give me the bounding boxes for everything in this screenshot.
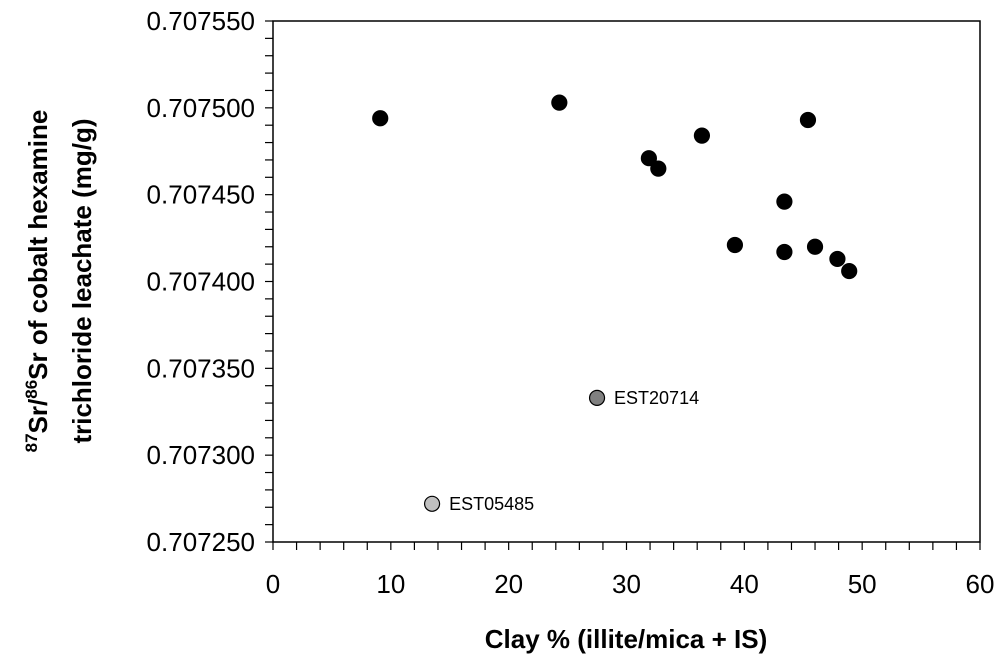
y-tick-label: 0.707550 bbox=[147, 6, 255, 36]
data-points bbox=[372, 94, 858, 512]
x-tick-labels: 0 10 20 30 40 50 60 bbox=[266, 569, 995, 599]
y-axis-title-line2: trichloride leachate (mg/g) bbox=[67, 118, 97, 443]
y-axis-title: 87Sr/86Sr of cobalt hexamine bbox=[22, 110, 53, 453]
x-tick-label: 40 bbox=[730, 569, 759, 599]
plot-area bbox=[272, 20, 981, 543]
data-point bbox=[588, 389, 606, 406]
y-tick-label: 0.707450 bbox=[147, 180, 255, 210]
data-point bbox=[841, 262, 858, 280]
svg-text:trichloride leachate (mg/g): trichloride leachate (mg/g) bbox=[67, 118, 97, 443]
data-point bbox=[776, 193, 793, 210]
y-tick-label: 0.707250 bbox=[147, 527, 255, 557]
data-point bbox=[693, 127, 711, 144]
y-tick-label: 0.707400 bbox=[147, 267, 255, 297]
y-axis-title-sup-86: 86 bbox=[22, 380, 41, 399]
data-point bbox=[372, 110, 389, 127]
y-tick-label: 0.707300 bbox=[147, 440, 255, 470]
svg-text:87Sr/86Sr of cobalt hexamine: 87Sr/86Sr of cobalt hexamine bbox=[22, 110, 53, 453]
data-point bbox=[799, 111, 817, 129]
x-tick-label: 30 bbox=[612, 569, 641, 599]
data-point bbox=[551, 94, 568, 111]
data-point bbox=[423, 495, 441, 512]
y-tick-label: 0.707500 bbox=[147, 93, 255, 123]
data-point-label: EST05485 bbox=[449, 494, 534, 514]
x-tick-label: 60 bbox=[966, 569, 995, 599]
x-axis-title: Clay % (illite/mica + IS) bbox=[485, 624, 768, 654]
y-minor-ticks bbox=[265, 20, 273, 543]
data-point bbox=[640, 150, 657, 167]
x-tick-label: 0 bbox=[266, 569, 280, 599]
y-tick-label: 0.707350 bbox=[147, 353, 255, 383]
data-point bbox=[650, 160, 667, 177]
x-tick-label: 20 bbox=[494, 569, 523, 599]
x-tick-label: 50 bbox=[848, 569, 877, 599]
data-point bbox=[776, 243, 793, 261]
data-point bbox=[806, 238, 824, 255]
data-point bbox=[829, 250, 846, 268]
x-minor-ticks bbox=[272, 542, 981, 550]
y-axis-title-rest: Sr of cobalt hexamine bbox=[23, 110, 53, 380]
data-point-labels: EST20714 EST05485 bbox=[449, 388, 699, 514]
x-tick-label: 10 bbox=[376, 569, 405, 599]
data-point-label: EST20714 bbox=[614, 388, 699, 408]
y-axis-title-sup-87: 87 bbox=[22, 433, 41, 452]
y-axis-title-sr: Sr/ bbox=[23, 399, 53, 434]
y-tick-labels: 0.707250 0.707300 0.707350 0.707400 0.707450… bbox=[147, 6, 255, 557]
data-point bbox=[726, 236, 744, 254]
